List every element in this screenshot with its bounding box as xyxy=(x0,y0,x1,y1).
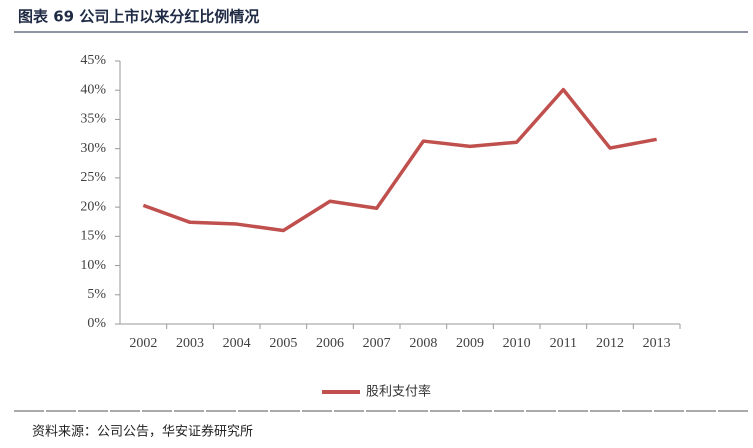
line-series xyxy=(142,87,657,233)
source-note: 资料来源：公司公告，华安证券研究所 xyxy=(32,424,253,440)
y-tick-label: 5% xyxy=(87,287,106,302)
legend-label: 股利支付率 xyxy=(366,384,431,400)
x-tick-label: 2011 xyxy=(550,336,577,351)
x-tick-label: 2004 xyxy=(223,336,251,351)
x-tick-label: 2006 xyxy=(316,336,344,351)
x-tick-label: 2007 xyxy=(363,336,391,351)
x-tick-label: 2013 xyxy=(643,336,671,351)
x-tick-label: 2005 xyxy=(269,336,297,351)
y-tick-label: 0% xyxy=(87,316,106,331)
x-tick-label: 2003 xyxy=(176,336,204,351)
y-tick-label: 25% xyxy=(80,170,106,185)
y-tick-label: 40% xyxy=(80,82,106,97)
x-tick-label: 2002 xyxy=(129,336,157,351)
page-title: 图表 69 公司上市以来分红比例情况 xyxy=(18,8,259,26)
y-tick-label: 45% xyxy=(80,53,106,68)
y-tick-label: 15% xyxy=(80,229,106,244)
x-tick-label: 2008 xyxy=(409,336,437,351)
x-tick-label: 2012 xyxy=(596,336,624,351)
x-tick-label: 2010 xyxy=(503,336,531,351)
y-tick-label: 10% xyxy=(80,258,106,273)
y-tick-label: 20% xyxy=(80,199,106,214)
y-tick-label: 30% xyxy=(80,141,106,156)
x-tick-label: 2009 xyxy=(456,336,484,351)
y-tick-label: 35% xyxy=(80,112,106,127)
